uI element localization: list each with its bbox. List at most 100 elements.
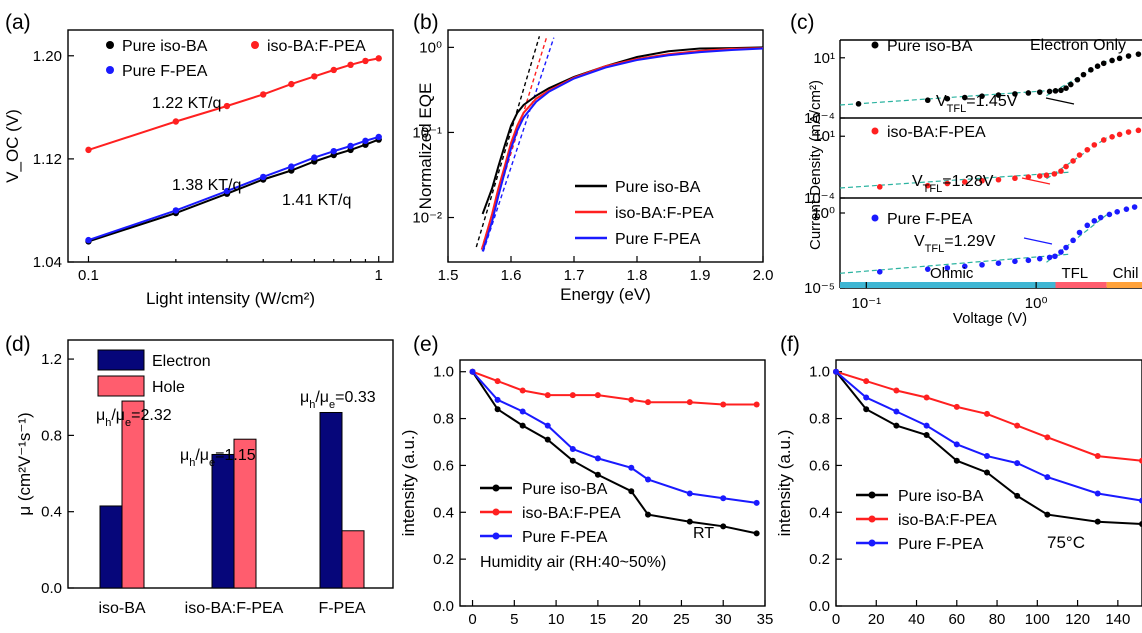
x-axis-label: Time (hours)	[901, 631, 997, 633]
data-point	[1097, 214, 1104, 221]
axes-frame-f	[835, 359, 1142, 607]
data-point	[983, 469, 990, 476]
vtfl-arrow	[1021, 177, 1051, 185]
data-point	[855, 101, 862, 107]
y-axis-label: intensity (a.u.)	[399, 430, 418, 537]
bar-electron	[99, 505, 123, 589]
text-part: μ	[180, 447, 189, 464]
data-point	[1012, 258, 1018, 265]
text-part: =1.45V	[966, 93, 1017, 110]
data-point	[1025, 174, 1032, 180]
data-point	[1100, 60, 1107, 67]
data-point	[923, 394, 930, 401]
axes-frame-a	[67, 29, 394, 263]
data-point	[753, 530, 760, 537]
legend-marker	[868, 491, 876, 499]
panel-tag-d: (d)	[5, 333, 31, 356]
x-tick-label: 80	[989, 611, 1006, 628]
data-point	[645, 476, 652, 483]
data-point	[1109, 57, 1115, 64]
legend-label: iso-BA:F-PEA	[887, 124, 986, 141]
x-tick-label: 25	[673, 611, 690, 628]
text-part: V	[936, 93, 947, 110]
legend-label: iso-BA:F-PEA	[522, 505, 621, 522]
data-point	[983, 410, 990, 417]
y-axis-label: Current Density (mA/cm²)	[807, 80, 824, 250]
data-point	[544, 436, 551, 443]
data-point	[1046, 88, 1053, 95]
y-axis-label: intensity (a.u.)	[775, 430, 794, 537]
y-tick-label: 1.2	[41, 351, 62, 368]
x-tick-label: 0.1	[78, 267, 99, 284]
note-label: RT	[693, 525, 714, 542]
data-point	[1094, 63, 1101, 70]
data-point	[1125, 53, 1132, 59]
data-point	[1135, 127, 1142, 134]
series-line-2	[472, 370, 757, 406]
data-point	[1076, 229, 1083, 236]
vtfl-annotation: VTFL=1.29V	[914, 233, 996, 255]
x-tick-label: 35	[757, 611, 774, 628]
panel-tag-a: (a)	[5, 11, 31, 34]
legend-label: Pure F-PEA	[122, 63, 208, 80]
bar-hole	[341, 530, 365, 589]
data-point	[995, 260, 1002, 267]
data-point	[469, 368, 476, 375]
subscript-text: TFL	[923, 183, 943, 195]
data-point	[1036, 255, 1043, 262]
data-point	[85, 236, 92, 244]
data-point	[686, 490, 693, 497]
data-point	[753, 499, 760, 506]
y-tick-label: 0.8	[433, 411, 454, 428]
region-band	[1055, 282, 1107, 288]
y-tick-label: 10⁻⁵	[804, 280, 835, 297]
x-tick-label: 20	[631, 611, 648, 628]
ratio-annotation: μh/μe=2.32	[96, 407, 172, 429]
data-point	[995, 176, 1002, 183]
fit-line	[839, 171, 1071, 189]
data-point	[260, 91, 267, 98]
subscript-text: e	[209, 457, 215, 469]
y-tick-label: 0.4	[433, 504, 454, 521]
subplot-title: Electron Only	[1030, 37, 1126, 54]
data-point	[923, 422, 930, 429]
x-tick-label: 10	[548, 611, 565, 628]
subscript-text: h	[309, 399, 315, 411]
data-point	[923, 431, 930, 438]
data-point	[924, 97, 931, 104]
data-point	[979, 93, 985, 99]
legend-label: Pure iso-BA	[898, 488, 984, 505]
data-point	[362, 57, 369, 65]
y-tick-label: 0.0	[41, 580, 62, 597]
data-point	[494, 378, 501, 385]
y-axis-label: V_OC (V)	[3, 109, 22, 183]
data-point	[1012, 91, 1018, 97]
data-point	[1139, 521, 1142, 527]
data-point	[362, 137, 369, 145]
vtfl-annotation: VTFL=1.28V	[912, 173, 994, 195]
panel-tag-b: (b)	[413, 11, 439, 34]
series-line-3	[481, 47, 764, 252]
vtfl-annotation: VTFL=1.45V	[936, 93, 1018, 115]
data-point	[288, 80, 295, 88]
y-tick-label: 10⁰	[812, 205, 835, 222]
x-tick-label: 1.8	[627, 267, 648, 284]
legend-marker	[492, 508, 500, 516]
legend-marker	[492, 532, 500, 540]
data-point	[863, 406, 870, 413]
fit-line	[482, 37, 555, 252]
bar-hole	[233, 438, 257, 589]
data-point	[645, 399, 652, 406]
data-point	[1043, 172, 1050, 179]
data-point	[544, 392, 551, 399]
subscript-text: e	[125, 417, 131, 429]
data-point	[519, 422, 526, 429]
x-tick-label: 1	[375, 267, 383, 284]
series-line-1	[88, 138, 380, 243]
legend-marker	[871, 41, 879, 49]
data-point	[1051, 171, 1058, 177]
data-point	[983, 453, 990, 460]
panel-tag-f: (f)	[780, 333, 800, 356]
series-line-2	[481, 47, 764, 248]
